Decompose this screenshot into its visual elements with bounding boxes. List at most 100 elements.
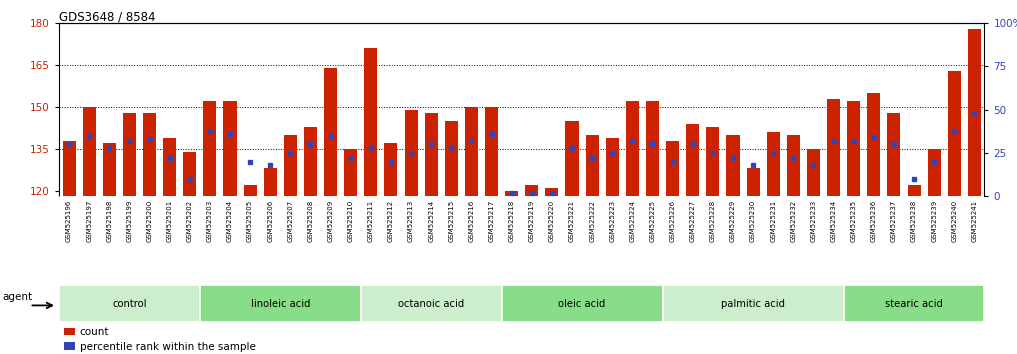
Text: GSM525216: GSM525216 [469,200,474,242]
Bar [948,70,961,196]
Bar [907,185,920,196]
Bar [244,185,256,196]
Text: octanoic acid: octanoic acid [398,298,465,309]
Text: GSM525198: GSM525198 [107,200,112,242]
Text: GSM525200: GSM525200 [146,200,153,242]
Bar [224,101,237,196]
Text: GSM525230: GSM525230 [751,200,756,242]
Bar [143,113,156,196]
Bar [405,110,418,196]
Text: GSM525224: GSM525224 [630,200,636,242]
Text: GSM525239: GSM525239 [932,200,937,242]
Bar [324,68,337,196]
Text: GSM525223: GSM525223 [609,200,615,242]
Text: GSM525234: GSM525234 [831,200,837,242]
Bar [746,169,760,196]
Text: oleic acid: oleic acid [558,298,606,309]
Text: GSM525205: GSM525205 [247,200,253,242]
Bar [586,135,599,196]
Bar [666,141,679,196]
Text: GSM525210: GSM525210 [348,200,354,242]
Bar [505,191,519,196]
Text: GSM525236: GSM525236 [871,200,877,242]
Bar [787,135,799,196]
Text: GSM525208: GSM525208 [307,200,313,242]
Legend: count, percentile rank within the sample: count, percentile rank within the sample [64,327,255,352]
Bar [565,121,579,196]
Text: GSM525228: GSM525228 [710,200,716,242]
Bar [361,285,501,322]
Bar [707,126,719,196]
Text: GSM525225: GSM525225 [650,200,656,242]
Bar [888,113,900,196]
Text: GSM525219: GSM525219 [529,200,535,242]
Text: GSM525232: GSM525232 [790,200,796,242]
Text: GSM525227: GSM525227 [690,200,696,242]
Text: GSM525218: GSM525218 [508,200,515,242]
Bar [844,285,984,322]
Bar [968,29,981,196]
Bar [646,101,659,196]
Text: GSM525215: GSM525215 [448,200,455,242]
Bar [163,138,176,196]
Bar [384,143,398,196]
Text: GSM525238: GSM525238 [911,200,917,242]
Bar [662,285,844,322]
Bar [203,101,217,196]
Text: GSM525196: GSM525196 [66,200,72,242]
Text: GSM525212: GSM525212 [387,200,394,242]
Text: stearic acid: stearic acid [885,298,943,309]
Bar [304,126,317,196]
Bar [103,143,116,196]
Bar [485,107,498,196]
Text: GSM525207: GSM525207 [288,200,293,242]
Bar [868,93,881,196]
Text: GSM525220: GSM525220 [549,200,555,242]
Bar [847,101,860,196]
Text: GSM525204: GSM525204 [227,200,233,242]
Bar [62,141,75,196]
Bar [726,135,739,196]
Bar [806,149,820,196]
Text: linoleic acid: linoleic acid [250,298,310,309]
Text: GSM525240: GSM525240 [951,200,957,242]
Text: GSM525235: GSM525235 [850,200,856,242]
Bar [344,149,357,196]
Text: GSM525211: GSM525211 [368,200,374,242]
Text: GSM525233: GSM525233 [811,200,817,242]
Text: GSM525203: GSM525203 [206,200,213,242]
Text: GSM525197: GSM525197 [86,200,93,242]
Bar [465,107,478,196]
Bar [425,113,437,196]
Text: GSM525214: GSM525214 [428,200,434,242]
Text: GSM525237: GSM525237 [891,200,897,242]
Bar [123,113,136,196]
Bar [59,285,199,322]
Text: GSM525206: GSM525206 [267,200,274,242]
Text: GSM525209: GSM525209 [327,200,334,242]
Text: palmitic acid: palmitic acid [721,298,785,309]
Bar [284,135,297,196]
Text: agent: agent [2,292,33,302]
Bar [827,98,840,196]
Text: GSM525231: GSM525231 [770,200,776,242]
Bar [545,188,558,196]
Text: control: control [112,298,146,309]
Bar [444,121,458,196]
Bar [767,132,780,196]
Bar [183,152,196,196]
Bar [364,48,377,196]
Text: GDS3648 / 8584: GDS3648 / 8584 [59,11,156,24]
Bar [82,107,96,196]
Text: GSM525241: GSM525241 [971,200,977,242]
Bar [263,169,277,196]
Text: GSM525229: GSM525229 [730,200,736,242]
Text: GSM525201: GSM525201 [167,200,173,242]
Text: GSM525221: GSM525221 [570,200,575,242]
Text: GSM525213: GSM525213 [408,200,414,242]
Bar [928,149,941,196]
Bar [525,185,538,196]
Text: GSM525222: GSM525222 [589,200,595,242]
Text: GSM525199: GSM525199 [126,200,132,242]
Bar [625,101,639,196]
